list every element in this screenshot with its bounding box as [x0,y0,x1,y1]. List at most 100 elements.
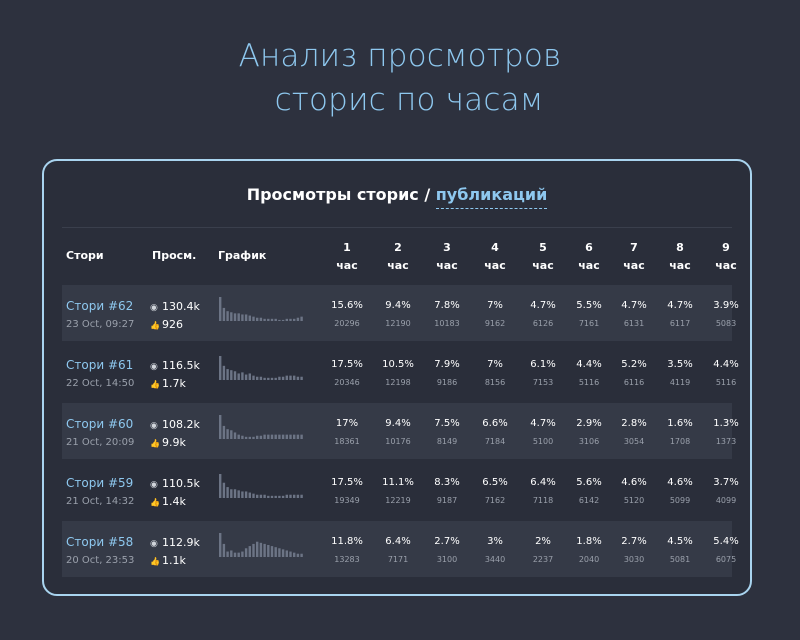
hour-unit: час [532,259,554,272]
sparkline-bar [270,546,274,557]
hour-views: 8149 [436,437,458,446]
sparkline-bar [270,377,274,380]
sparkline-bar [281,376,285,380]
hour-percent: 5.2% [621,359,647,370]
hour-views: 6126 [532,319,554,328]
sparkline-bar [281,495,285,498]
hour-views: 6142 [578,496,600,505]
hour-views: 20346 [334,378,360,387]
hour-unit: час [715,259,737,272]
sparkline-bar [259,494,263,498]
column-header-story: Стори [66,249,104,262]
hour-number: 2 [394,241,402,254]
table-header: Стори Просм. График 1 час 2 час 3 час 4 час 5 час… [44,239,750,279]
sparkline-bar [256,317,259,321]
sparkline-bar [267,377,270,380]
hour-views: 4099 [715,496,737,505]
story-link[interactable]: Стори #62 [66,299,134,313]
sparkline-bar [230,312,233,321]
sparkline-bar [296,553,300,557]
hour-percent: 2.7% [434,536,460,547]
hour-views: 3440 [484,555,506,564]
hour-views: 12198 [385,378,411,387]
sparkline-bar [259,376,263,380]
eye-icon: ◉ [150,362,158,372]
hour-views: 10183 [434,319,460,328]
hour-number: 4 [491,241,499,254]
sparkline-bar [233,313,237,321]
sparkline-bar [248,315,251,321]
sparkline-bar [278,434,281,439]
hour-number: 1 [343,241,351,254]
sparkline-bar [248,492,251,498]
sparkline-bar [226,311,229,321]
sparkline-bar [270,495,274,498]
table-row[interactable]: Стори #59 21 Oct, 14:32 ◉ 110.5k 👍 1.4k 17.5% 1… [62,462,739,518]
story-link[interactable]: Стори #61 [66,358,134,372]
thumbs-up-icon: 👍 [150,380,160,389]
hour-percent: 17% [335,418,359,429]
thumbs-up-icon: 👍 [150,557,160,566]
views-value: 116.5k [162,359,200,372]
sparkline-bar [241,551,244,557]
story-date: 21 Oct, 14:32 [66,496,135,507]
sparkline-bar [219,356,222,380]
sparkline-bar [274,495,277,498]
sparkline-bar [222,482,226,498]
sparkline-bar [267,545,270,557]
hour-views: 5116 [715,378,737,387]
hour-percent: 4.5% [667,536,693,547]
story-link[interactable]: Стори #60 [66,417,134,431]
hour-percent: 6.4% [530,477,556,488]
views-count: ◉ 116.5k [150,359,200,372]
sparkline-bar [300,376,303,380]
sparkline-bar [230,430,233,439]
hour-views: 3106 [578,437,600,446]
thumbs-up-icon: 👍 [150,321,160,330]
sparkline-bar [281,549,285,557]
hour-views: 12219 [385,496,411,505]
hour-number: 6 [585,241,593,254]
hero-title: Анализ просмотров сторис по часам [0,34,800,122]
hour-number: 3 [443,241,451,254]
sparkline-bar [285,318,288,321]
sparkline-bar [267,318,270,321]
views-count: ◉ 108.2k [150,418,200,431]
sparkline-bar [267,434,270,439]
column-header-views: Просм. [152,249,197,262]
stats-panel: Просмотры сторис / публикаций Стори Прос… [42,159,752,596]
publications-toggle-link[interactable]: публикаций [435,185,548,209]
table-row[interactable]: Стори #61 22 Oct, 14:50 ◉ 116.5k 👍 1.7k 17.5% 2… [62,344,739,400]
sparkline-bar [263,377,266,380]
column-header-hour-1: 1 час [327,239,367,275]
table-row[interactable]: Стори #62 23 Oct, 09:27 ◉ 130.4k 👍 926 15.6% 20… [62,285,739,341]
hour-percent: 5.6% [576,477,602,488]
likes-count: 👍 1.1k [150,554,186,567]
hour-percent: 3% [487,536,503,547]
story-link[interactable]: Стори #59 [66,476,134,490]
eye-icon: ◉ [150,421,158,431]
sparkline-bar [270,318,274,321]
hour-percent: 6.6% [482,418,508,429]
sparkline-bar [230,489,233,498]
thumbs-up-icon: 👍 [150,498,160,507]
likes-value: 1.4k [162,495,186,508]
hero-title-line1: Анализ просмотров [238,38,562,74]
hour-views: 8156 [484,378,506,387]
hour-percent: 9.4% [385,418,411,429]
table-row[interactable]: Стори #60 21 Oct, 20:09 ◉ 108.2k 👍 9.9k 17% 183… [62,403,739,459]
hour-views: 1708 [669,437,691,446]
story-link[interactable]: Стори #58 [66,535,134,549]
table-row[interactable]: Стори #58 20 Oct, 23:53 ◉ 112.9k 👍 1.1k 11.8% 1… [62,521,739,577]
sparkline-bar [281,434,285,439]
sparkline-bar [252,493,255,498]
sparkline-bar [219,297,222,321]
sparkline-bar [259,542,263,557]
hour-views: 3054 [623,437,645,446]
sparkline-bar [230,370,233,380]
sparkline-bar [244,491,248,498]
hour-percent: 7.9% [434,359,460,370]
hour-percent: 4.7% [530,300,556,311]
hour-percent: 3.5% [667,359,693,370]
